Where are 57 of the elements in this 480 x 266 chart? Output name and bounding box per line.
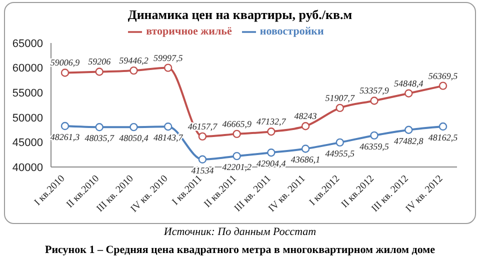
data-label: 42904,4 [256,158,286,169]
data-label: 48261,3 [50,132,80,142]
point [232,130,241,138]
point [370,131,378,140]
point [438,122,448,131]
point [232,152,241,160]
data-label: 41534 [191,165,214,176]
data-label: 48162,5 [428,132,458,143]
data-label: 43686,1 [290,154,320,165]
point [336,104,344,112]
data-label: 51907,7 [325,92,356,103]
point [95,123,104,132]
y-tick-label: 40000 [12,162,43,174]
data-label: 54848,4 [394,78,424,88]
y-tick-label: 60000 [12,62,43,75]
legend-label: вторичное жильё [146,26,232,38]
data-label: 47482,8 [394,136,424,146]
text: Источник: По данным Росстат [162,226,318,238]
point [60,68,70,77]
point [301,122,310,130]
data-label: 44955,5 [325,148,356,158]
data-label: 59206 [88,56,112,67]
point [267,148,276,157]
data-label: 48035,7 [84,133,114,144]
point [60,122,70,130]
point [164,122,172,131]
y-tick-label: 65000 [12,38,43,50]
text: Рисунок 1 – Средняя цена квадратного метра в многоквартирном жилом доме [44,244,436,256]
point [164,64,172,72]
point [198,132,207,141]
point [198,155,207,164]
point [438,82,448,90]
data-label: 59446,2 [119,56,149,66]
data-label: 53357,9 [360,86,390,96]
data-label: 47132,7 [256,116,286,127]
legend-label: новостройки [260,26,324,38]
data-label: 48050,4 [119,133,149,144]
data-label: 42201,2 [222,162,252,172]
data-label: 46665,9 [222,118,252,129]
y-tick-label: 45000 [12,137,43,150]
point [267,128,276,136]
data-label: 59997,5 [153,52,184,63]
point [370,96,378,105]
y-tick-label: 50000 [12,112,43,124]
data-label: 46359,5 [360,141,390,152]
point [130,66,138,75]
point [336,138,344,147]
data-label: 59006,9 [50,58,80,68]
point [95,68,104,76]
point [130,122,138,132]
point [404,89,413,98]
data-label: 48243 [294,111,318,122]
chart-title: Динамика цен на квартиры, руб./кв.м [126,7,354,23]
point [404,126,413,134]
data-label: 56369,5 [428,70,458,81]
point [301,144,310,153]
y-tick-label: 55000 [12,88,43,100]
